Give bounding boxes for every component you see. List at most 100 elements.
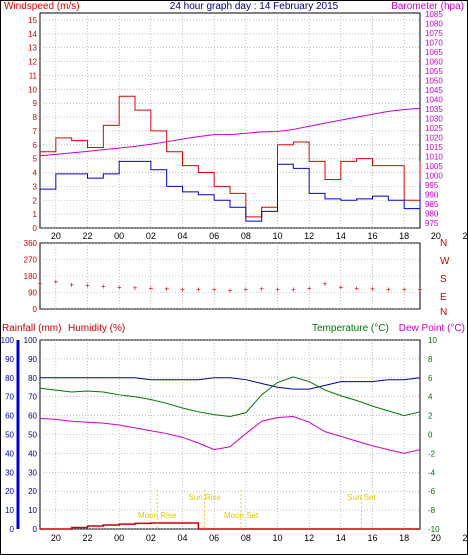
rain-y-tick: 50 [5,431,14,440]
x-tick-label-wind: 12 [304,231,314,241]
direction-point: + [291,285,296,294]
compass-label: S [440,274,447,285]
sun-rise-label: Sun Rise [188,493,221,502]
rain-y-tick: 0 [10,525,15,534]
direction-point: + [307,284,312,293]
baro-y-tick: 1005 [425,162,443,171]
direction-point: + [53,278,58,287]
wind-y-tick: 0 [33,224,38,233]
direction-point: + [69,280,74,289]
humidity-y-tick: 30 [28,468,37,477]
compass-label: W [440,256,450,267]
humidity-y-tick: 20 [28,487,37,496]
direction-point: + [101,282,106,291]
humidity-y-tick: 70 [28,393,37,402]
temp-y-tick: -2 [428,449,436,458]
dew-point-label: Dew Point (°C) [399,323,465,334]
barometer-label: Barometer (hpa) [391,1,464,12]
barometer-line [39,107,421,157]
wind-y-tick: 5 [33,155,38,164]
x-tick-label-weather: 16 [367,533,377,543]
humidity-y-tick: 60 [28,412,37,421]
baro-y-tick: 980 [425,210,439,219]
wind-y-tick: 10 [28,85,37,94]
temp-y-tick: -10 [428,525,440,534]
humidity-y-tick: 10 [28,506,37,515]
x-tick-label-weather: 20 [51,533,61,543]
baro-y-tick: 995 [425,181,439,190]
baro-y-tick: 1020 [425,134,443,143]
direction-point: + [354,284,359,293]
wind-panel [39,12,421,229]
x-tick-label-weather: 14 [336,533,346,543]
wind-y-tick: 7 [33,127,38,136]
direction-y-tick: 360 [24,239,38,248]
direction-point: + [38,279,43,288]
direction-point: + [196,285,201,294]
direction-point: + [338,283,343,292]
baro-y-tick: 1025 [425,124,443,133]
temp-y-tick: -4 [428,468,436,477]
wind-y-tick: 8 [33,113,38,122]
rain-y-tick: 60 [5,412,14,421]
x-tick-label-wind: 06 [209,231,219,241]
baro-y-tick: 1015 [425,143,443,152]
direction-point: + [259,284,264,293]
baro-y-tick: 985 [425,200,439,209]
direction-point: + [212,285,217,294]
baro-y-tick: 1055 [425,67,443,76]
baro-y-tick: 1040 [425,96,443,105]
baro-y-tick: 1065 [425,48,443,57]
rain-y-tick: 90 [5,355,14,364]
direction-y-tick: 270 [24,256,38,265]
graph-title: 24 hour graph day : 14 February 2015 [170,1,339,12]
windspeed-line [40,95,421,218]
baro-y-tick: 1080 [425,19,443,28]
baro-y-tick: 990 [425,191,439,200]
direction-grid [40,242,420,310]
humidity-y-tick: 100 [24,336,38,345]
direction-point: + [180,285,185,294]
x-tick-label-weather: 06 [209,533,219,543]
baro-y-tick: 975 [425,219,439,228]
baro-y-tick: 1000 [425,172,443,181]
x-tick-label-weather: 10 [272,533,282,543]
direction-point: + [323,279,328,288]
direction-point: + [228,286,233,295]
x-tick-label-weather: 22 [82,533,92,543]
baro-y-tick: 1035 [425,105,443,114]
windspeed-label: Windspeed (m/s) [4,1,80,12]
temp-y-tick: 2 [428,412,433,421]
temp-y-tick: 8 [428,355,433,364]
x-tick-label-wind: 20 [51,231,61,241]
rain-y-tick: 10 [5,506,14,515]
humidity-y-tick: 80 [28,374,37,383]
direction-point: + [164,284,169,293]
sun-set-label: Sun Set [347,493,376,502]
compass-label: N [440,307,447,318]
wind-y-tick: 11 [29,71,38,80]
direction-point: + [243,285,248,294]
temperature-label: Temperature (°C) [312,323,389,334]
direction-y-tick: 90 [28,289,37,298]
x-tick-label-wind: 00 [114,231,124,241]
direction-point: + [275,285,280,294]
x-tick-label-weather: 00 [114,533,124,543]
baro-y-tick: 1070 [425,38,443,47]
direction-point: + [117,283,122,292]
x-tick-label-weather: 12 [304,533,314,543]
baro-y-tick: 1075 [425,29,443,38]
rainfall-line [40,522,420,530]
rain-y-tick: 80 [5,374,14,383]
wind-y-tick: 6 [33,141,38,150]
temperature-line [39,376,421,418]
wind-y-tick: 14 [28,30,37,39]
wind-y-tick: 12 [28,58,37,67]
x-tick-label-weather: 20 [431,533,441,543]
baro-y-tick: 1050 [425,77,443,86]
rain-y-tick: 40 [5,449,14,458]
x-tick-label-weather: 22 [462,533,468,543]
x-tick-label-weather: 08 [241,533,251,543]
